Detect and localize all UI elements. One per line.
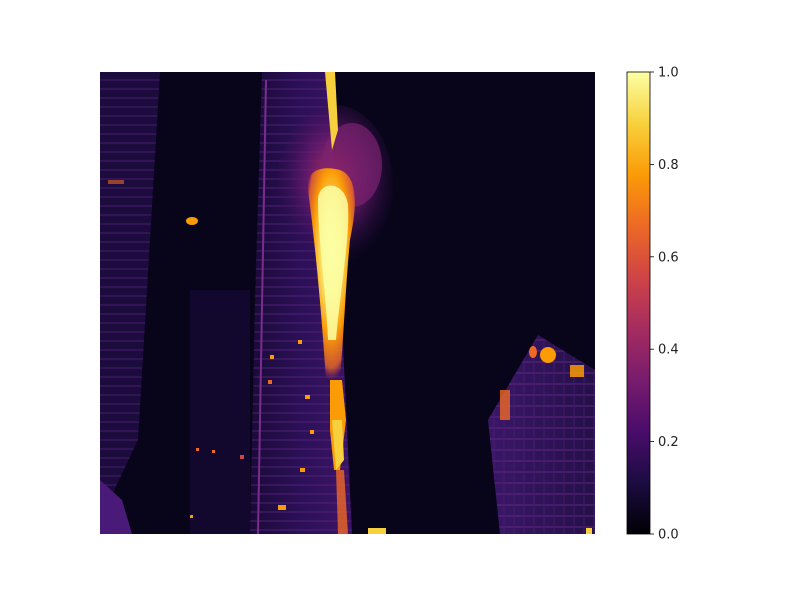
colorbar-tick-label: 0.0	[658, 528, 679, 543]
heatmap-image	[100, 72, 595, 534]
colorbar-gradient	[627, 72, 650, 534]
window-lights	[190, 340, 592, 534]
right-building	[488, 335, 595, 534]
colorbar-ticks: 0.0 0.2 0.4 0.6 0.8 1.0	[650, 66, 679, 543]
colorbar-tick-label: 0.4	[658, 343, 679, 358]
colorbar: 0.0 0.2 0.4 0.6 0.8 1.0	[626, 66, 679, 543]
fire-plume	[186, 72, 393, 534]
colorbar-tick-label: 0.8	[658, 158, 679, 173]
colorbar-tick-label: 0.2	[658, 435, 679, 450]
left-tower	[100, 72, 160, 534]
colorbar-tick-label: 1.0	[658, 66, 679, 81]
colorbar-tick-label: 0.6	[658, 250, 679, 265]
colorbar-frame	[626, 71, 651, 535]
